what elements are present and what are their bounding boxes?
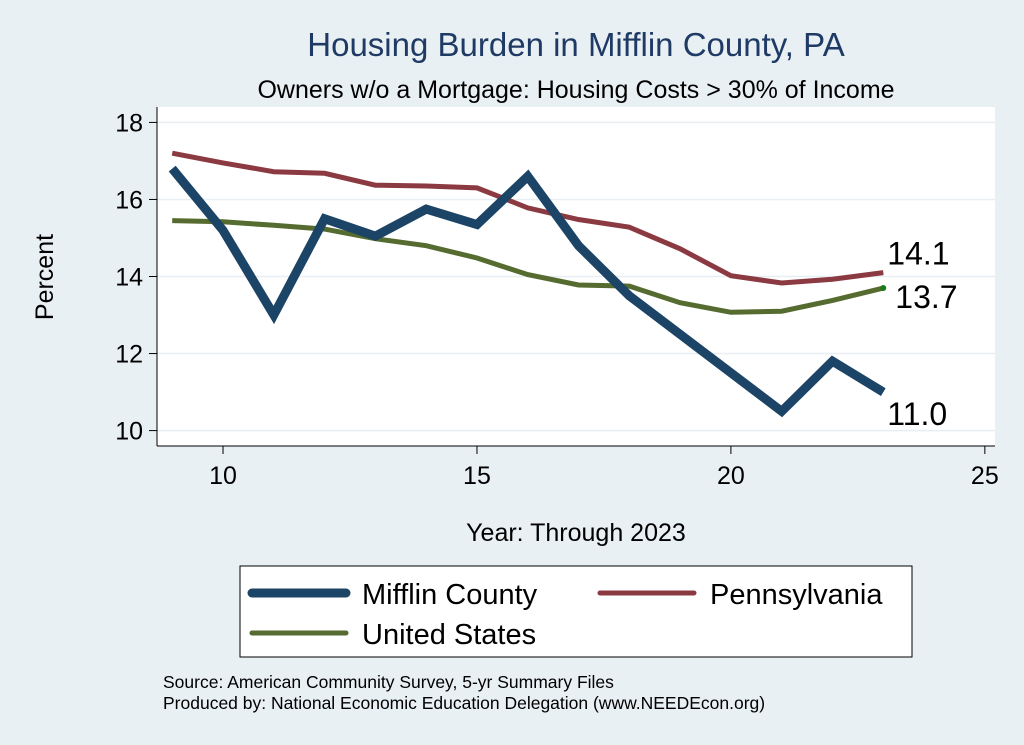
- series-lines: [168, 150, 887, 418]
- chart-subtitle: Owners w/o a Mortgage: Housing Costs > 3…: [257, 76, 894, 104]
- y-tick-label: 10: [115, 418, 143, 446]
- legend-box: [239, 565, 913, 658]
- x-tick-label: 10: [209, 462, 237, 490]
- x-axis-label: Year: Through 2023: [466, 519, 686, 547]
- end-labels: 14.1 13.7 11.0: [887, 236, 957, 432]
- end-label-united-states: 13.7: [895, 279, 957, 315]
- y-axis-label: Percent: [31, 234, 59, 320]
- end-point-united-states: [880, 285, 887, 292]
- x-tick-label: 15: [463, 462, 491, 490]
- x-tick-label: 25: [971, 462, 999, 490]
- produced-by-note: Produced by: National Economic Education…: [163, 693, 765, 713]
- series-line-united-states: [172, 218, 884, 315]
- x-tick-label: 20: [717, 462, 745, 490]
- series-line-pennsylvania: [171, 150, 884, 286]
- y-tick-label: 18: [115, 109, 143, 137]
- y-tick-label: 16: [115, 186, 143, 214]
- legend-label-mifflin-county: Mifflin County: [362, 579, 538, 611]
- series-line-mifflin-county: [168, 165, 886, 418]
- source-note: Source: American Community Survey, 5-yr …: [163, 672, 614, 692]
- ticks: 10 12 14 16 18 10 15 20 25: [115, 109, 999, 490]
- legend-label-united-states: United States: [362, 619, 536, 651]
- legend: Mifflin County Pennsylvania United State…: [239, 565, 913, 658]
- end-label-pennsylvania: 14.1: [887, 236, 949, 272]
- y-tick-label: 12: [115, 341, 143, 369]
- y-tick-label: 14: [115, 264, 143, 292]
- end-label-mifflin-county: 11.0: [887, 396, 947, 432]
- legend-label-pennsylvania: Pennsylvania: [710, 579, 883, 611]
- chart-title: Housing Burden in Mifflin County, PA: [307, 26, 844, 63]
